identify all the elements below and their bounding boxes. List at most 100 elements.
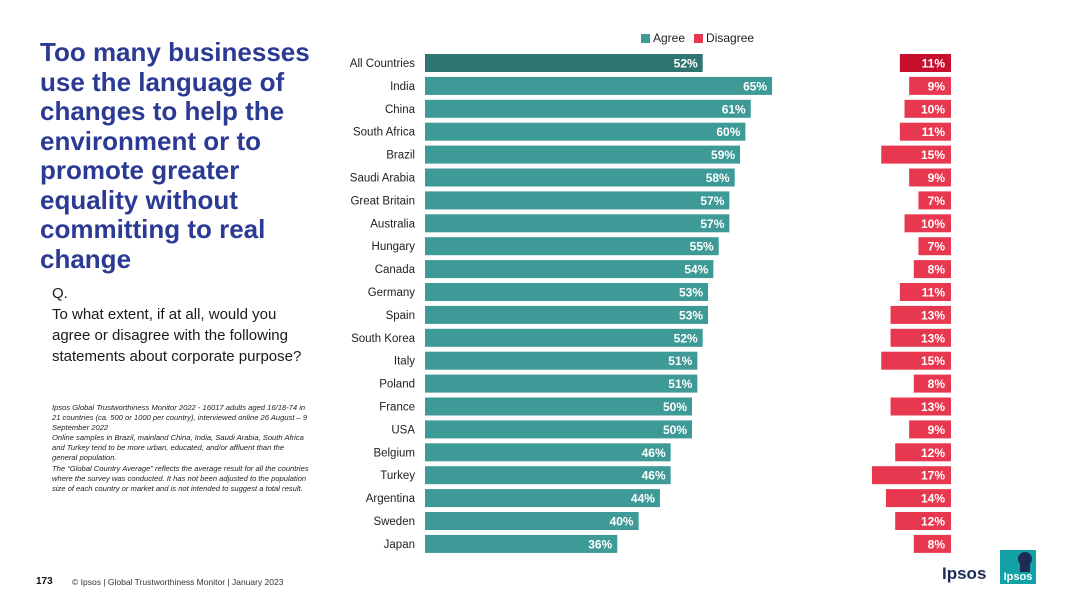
disagree-bar-japan [913,534,951,553]
agree-bar-france [425,397,692,416]
agree-bar-india [425,76,773,95]
disagree-bar-india [909,76,951,95]
category-label-sweden: Sweden [373,516,415,528]
category-label-belgium: Belgium [373,447,415,459]
agree-value-usa: 50% [663,423,687,437]
category-label-south-africa: South Africa [353,127,416,139]
methodology-notes: Ipsos Global Trustworthiness Monitor 202… [52,403,310,494]
disagree-value-south-africa: 11% [922,125,946,139]
category-label-india: India [390,81,416,93]
agree-bar-usa [425,420,692,439]
disagree-bar-france [890,397,951,416]
disagree-value-south-korea: 13% [921,331,945,345]
disagree-bar-all-countries [899,54,951,72]
category-label-canada: Canada [375,264,416,276]
legend-disagree-label: Disagree [706,31,755,45]
disagree-bar-sweden [895,512,951,530]
disagree-bar-great-britain [918,191,951,210]
agree-value-germany: 53% [679,286,703,300]
agree-bar-poland [425,374,698,393]
agree-value-spain: 53% [679,308,703,322]
category-label-france: France [379,402,415,414]
disagree-value-poland: 8% [928,377,946,391]
agree-bar-germany [425,283,709,301]
disagree-bar-brazil [881,145,951,164]
note-sample: Ipsos Global Trustworthiness Monitor 202… [52,403,308,433]
disagree-bar-australia [904,214,951,233]
category-label-hungary: Hungary [372,241,416,253]
category-label-brazil: Brazil [386,150,415,162]
disagree-value-sweden: 12% [921,515,945,529]
agree-bar-turkey [425,466,671,485]
agree-bar-south-korea [425,328,703,347]
agree-value-turkey: 46% [642,469,666,483]
disagree-bar-poland [913,374,951,393]
agree-bar-belgium [425,443,671,462]
disagree-value-great-britain: 7% [928,194,946,208]
category-label-spain: Spain [386,310,415,322]
ipsos-wordmark: Ipsos [942,564,987,583]
agree-bar-japan [425,534,618,553]
category-label-poland: Poland [379,379,415,391]
legend-agree-label: Agree [653,31,686,45]
question-text: To what extent, if at all, would you agr… [52,306,302,365]
agree-value-south-korea: 52% [674,331,698,345]
disagree-bar-argentina [885,489,951,508]
agree-value-argentina: 44% [631,492,655,506]
category-label-saudi-arabia: Saudi Arabia [350,173,416,185]
category-label-argentina: Argentina [366,493,416,505]
agree-bar-argentina [425,489,660,508]
disagree-value-hungary: 7% [928,240,946,254]
agree-bar-great-britain [425,191,730,210]
agree-value-hungary: 55% [690,240,714,254]
note-online-samples: Online samples in Brazil, mainland China… [52,433,304,463]
disagree-value-saudi-arabia: 9% [928,171,946,185]
disagree-value-usa: 9% [928,423,946,437]
legend-agree: Agree [641,31,685,45]
disagree-value-india: 9% [928,79,946,93]
agree-value-china: 61% [722,102,746,116]
disagree-value-spain: 13% [921,308,945,322]
agree-value-south-africa: 60% [716,125,740,139]
agree-bar-hungary [425,237,719,256]
agree-bar-china [425,99,751,118]
agree-bar-italy [425,351,698,370]
disagree-bar-south-africa [899,122,951,141]
agree-value-japan: 36% [588,537,612,551]
note-country-average: The “Global Country Average” reflects th… [52,463,309,493]
question-block: Q. To what extent, if at all, would you … [52,283,302,367]
disagree-bar-canada [913,260,951,279]
agree-bar-canada [425,260,714,279]
disagree-value-canada: 8% [928,263,946,277]
disagree-bar-belgium [895,443,951,462]
disagree-value-japan: 8% [928,537,946,551]
ipsos-logo-text: Ipsos [1004,571,1033,583]
agree-value-sweden: 40% [610,515,634,529]
disagree-bar-germany [899,283,951,301]
disagree-value-italy: 15% [921,354,945,368]
disagree-value-turkey: 17% [921,469,945,483]
disagree-value-germany: 11% [922,286,946,300]
disagree-value-belgium: 12% [921,446,945,460]
agree-bar-spain [425,305,709,324]
footer-copyright: © Ipsos | Global Trustworthiness Monitor… [72,577,284,587]
category-label-all-countries: All Countries [350,58,415,70]
legend-disagree-swatch [694,33,704,43]
agree-value-france: 50% [663,400,687,414]
ipsos-logo-icon: Ipsos [1000,550,1036,584]
disagree-value-china: 10% [921,102,945,116]
chart-legend: Agree Disagree [641,31,763,45]
agree-bar-brazil [425,145,741,164]
agree-value-australia: 57% [700,217,724,231]
agree-value-saudi-arabia: 58% [706,171,730,185]
disagree-bar-usa [909,420,951,439]
slide-title: Too many businesses use the language of … [40,37,310,274]
disagree-bar-spain [890,305,951,324]
disagree-value-australia: 10% [921,217,945,231]
agree-value-all-countries: 52% [674,57,698,71]
agree-bar-all-countries [425,54,703,72]
disagree-bar-turkey [871,466,951,485]
category-label-china: China [385,104,416,116]
agree-value-italy: 51% [668,354,692,368]
